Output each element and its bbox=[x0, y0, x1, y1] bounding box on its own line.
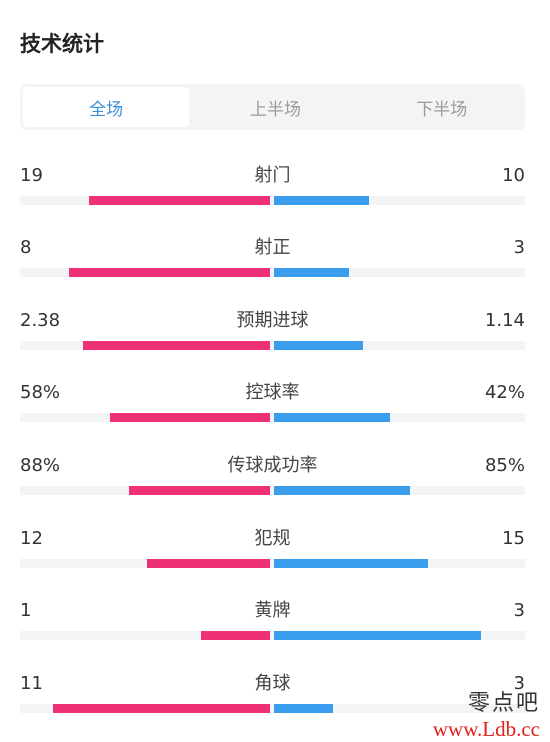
stat-bar-track bbox=[20, 196, 525, 205]
stat-label: 射门 bbox=[254, 165, 291, 186]
stat-label: 犯规 bbox=[254, 528, 291, 549]
stat-bar-track bbox=[20, 486, 525, 495]
watermark-text: 零点吧 bbox=[467, 691, 540, 716]
watermark-url: www.Ldb.cc bbox=[432, 717, 540, 741]
home-value: 8 bbox=[20, 237, 32, 258]
away-bar bbox=[274, 196, 369, 205]
stat-bar-track bbox=[20, 559, 525, 568]
home-bar bbox=[147, 559, 270, 568]
home-bar bbox=[69, 268, 270, 277]
away-bar bbox=[274, 413, 390, 422]
away-value: 3 bbox=[513, 237, 525, 258]
away-bar bbox=[274, 486, 410, 495]
stat-bar-track bbox=[20, 631, 525, 640]
home-value: 1 bbox=[20, 600, 32, 621]
away-value: 3 bbox=[513, 673, 525, 694]
away-value: 1.14 bbox=[484, 310, 525, 331]
away-bar bbox=[274, 559, 428, 568]
stat-bar-track bbox=[20, 704, 525, 713]
away-value: 3 bbox=[513, 600, 525, 621]
home-bar bbox=[201, 631, 270, 640]
home-bar bbox=[110, 413, 270, 422]
home-bar bbox=[89, 196, 270, 205]
home-bar bbox=[129, 486, 270, 495]
stat-label: 传球成功率 bbox=[227, 455, 318, 476]
stat-bar-track bbox=[20, 341, 525, 350]
home-bar bbox=[83, 341, 270, 350]
home-value: 58% bbox=[20, 382, 61, 403]
away-bar bbox=[274, 704, 333, 713]
stat-row: 58% 控球率 42% bbox=[20, 382, 525, 422]
stat-label: 射正 bbox=[254, 237, 291, 258]
stat-label: 角球 bbox=[254, 673, 291, 694]
stat-row: 11 角球 3 bbox=[20, 673, 525, 713]
away-bar bbox=[274, 341, 363, 350]
home-value: 2.38 bbox=[20, 310, 61, 331]
home-value: 19 bbox=[20, 165, 43, 186]
stat-label: 黄牌 bbox=[254, 600, 291, 621]
stat-label: 控球率 bbox=[245, 382, 300, 403]
stat-bar-track bbox=[20, 268, 525, 277]
watermark: 零点吧 www.Ldb.cc bbox=[433, 685, 540, 742]
stat-row: 8 射正 3 bbox=[20, 237, 525, 277]
away-value: 85% bbox=[484, 455, 525, 476]
stat-row: 19 射门 10 bbox=[20, 165, 525, 205]
away-value: 42% bbox=[484, 382, 525, 403]
home-bar bbox=[53, 704, 270, 713]
tab-first-half[interactable]: 上半场 bbox=[249, 99, 301, 120]
stat-bar-track bbox=[20, 413, 525, 422]
home-value: 12 bbox=[20, 528, 43, 549]
away-value: 10 bbox=[502, 165, 525, 186]
stat-row: 2.38 预期进球 1.14 bbox=[20, 310, 525, 350]
period-tabs: 全场 上半场 下半场 bbox=[20, 84, 525, 130]
stat-row: 1 黄牌 3 bbox=[20, 600, 525, 640]
tab-second-half[interactable]: 下半场 bbox=[416, 99, 468, 120]
stat-row: 88% 传球成功率 85% bbox=[20, 455, 525, 495]
home-value: 88% bbox=[20, 455, 61, 476]
away-bar bbox=[274, 268, 349, 277]
stat-row: 12 犯规 15 bbox=[20, 528, 525, 568]
page-title: 技术统计 bbox=[20, 32, 104, 56]
tab-full-match[interactable]: 全场 bbox=[22, 86, 191, 128]
away-bar bbox=[274, 631, 481, 640]
stat-label: 预期进球 bbox=[236, 310, 309, 331]
home-value: 11 bbox=[20, 673, 43, 694]
away-value: 15 bbox=[502, 528, 525, 549]
